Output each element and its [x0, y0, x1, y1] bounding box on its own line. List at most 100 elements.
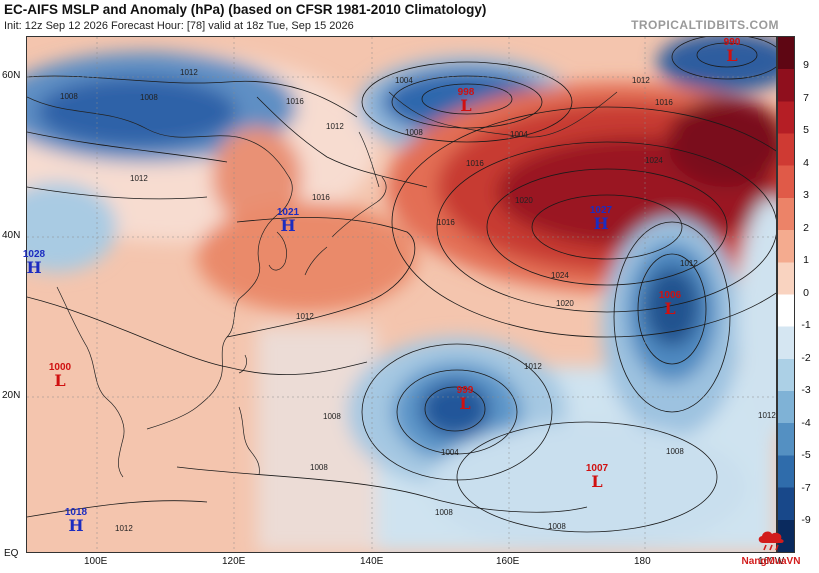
philippines-coast [238, 406, 260, 476]
japan-coast [304, 176, 387, 276]
lon-label-160w: 160W [758, 556, 785, 567]
isobar-label: 1016 [655, 98, 673, 107]
isobar-line [226, 217, 416, 338]
isobar-label: 1012 [326, 122, 344, 131]
isobar-label: 1008 [140, 93, 158, 102]
isobar-ring [361, 61, 573, 143]
colorbar-label: -1 [801, 319, 811, 331]
system-letter: H [593, 214, 609, 233]
colorbar-label: -4 [801, 417, 811, 429]
system-value: 998 [457, 87, 475, 98]
anomaly-colorbar [777, 36, 795, 553]
graticule [27, 37, 776, 552]
system-value: 990 [723, 37, 741, 48]
isobar-ring [436, 141, 776, 313]
isobar-label: 1012 [180, 68, 198, 77]
chart-subtitle: Init: 12z Sep 12 2026 Forecast Hour: [78… [4, 20, 354, 32]
isobar-label: 1008 [548, 522, 566, 531]
lon-label-140e: 140E [360, 556, 384, 567]
sakhalin-coast [358, 131, 380, 188]
isobar-label: 1020 [556, 299, 574, 308]
isobar-label: 1012 [115, 524, 133, 533]
system-letter: L [726, 46, 738, 65]
korea-coast [268, 231, 287, 271]
colorbar-label: 5 [803, 124, 809, 136]
isobar-label: 1024 [645, 156, 663, 165]
system-letter: H [280, 216, 296, 235]
lon-label-180: 180 [634, 556, 651, 567]
isobar-label: 1012 [632, 76, 650, 85]
pressure-system-low: 998 L [458, 87, 475, 114]
isobar-ring [421, 83, 513, 115]
pressure-system-low: 999 L [457, 385, 474, 412]
colorbar-label: 1 [803, 254, 809, 266]
anomaly-field [27, 37, 776, 552]
cloud-rain-icon [758, 531, 784, 551]
isobar-label: 1024 [551, 271, 569, 280]
isobar-line [27, 296, 368, 376]
lat-label-40n: 40N [2, 230, 21, 241]
pressure-system-high: 1027 H [590, 205, 612, 232]
kamchatka-coast [388, 91, 618, 138]
isobar-ring [671, 37, 776, 80]
colorbar-label: 3 [803, 189, 809, 201]
system-value: 1018 [64, 507, 88, 518]
isobar-label: 1008 [60, 92, 78, 101]
isobar-ring [391, 75, 543, 129]
lat-label-20n: 20N [2, 390, 21, 401]
system-value: 999 [456, 385, 474, 396]
isobar-ring [531, 194, 683, 260]
isobar-label: 1008 [310, 463, 328, 472]
asia-coast [27, 96, 293, 430]
system-letter: H [26, 258, 42, 277]
indochina-coast [56, 286, 125, 478]
system-value: 1028 [22, 249, 46, 260]
lat-label-eq: EQ [4, 548, 19, 559]
isobar-label: 1012 [758, 411, 776, 420]
isobar-ring [424, 386, 486, 432]
coastlines [27, 91, 618, 478]
system-letter: L [664, 299, 676, 318]
isobar-label: 1016 [466, 159, 484, 168]
isobar-label: 1012 [524, 362, 542, 371]
colorbar-label: 7 [803, 92, 809, 104]
system-letter: L [459, 394, 471, 413]
system-letter: L [460, 96, 472, 115]
colorbar-label: 4 [803, 157, 809, 169]
watermark-text: NangMuaVN [741, 556, 801, 567]
anomaly-map [26, 36, 777, 553]
isobar-label: 1004 [441, 448, 459, 457]
colorbar-label: -2 [801, 352, 811, 364]
pressure-system-high: 1028 H [23, 249, 45, 276]
system-value: 1006 [658, 290, 682, 301]
isobar-label: 1008 [405, 128, 423, 137]
isobar-ring [456, 421, 718, 533]
isobar-line [27, 75, 358, 118]
isobar-label: 1020 [515, 196, 533, 205]
isobar-ring [396, 369, 518, 455]
isobar-ring [637, 253, 707, 365]
system-value: 1027 [589, 205, 613, 216]
system-value: 1021 [276, 207, 300, 218]
system-value: 1000 [48, 362, 72, 373]
isobar-label: 1012 [130, 174, 148, 183]
isobar-ring [696, 42, 758, 68]
isobar-label: 1008 [666, 447, 684, 456]
anomaly-shading [27, 37, 776, 552]
isobar-label: 1004 [510, 130, 528, 139]
isobar-line [27, 186, 208, 200]
pressure-system-low: 1006 L [659, 290, 681, 317]
lat-label-60n: 60N [2, 70, 21, 81]
isobar-line [27, 131, 228, 163]
lon-label-160e: 160E [496, 556, 520, 567]
nangmua-watermark: NangMuaVN [729, 527, 813, 567]
system-letter: L [591, 472, 603, 491]
isobar-label: 1012 [296, 312, 314, 321]
colorbar-label: 9 [803, 59, 809, 71]
isobar-label: 1016 [286, 97, 304, 106]
isobar-label: 1008 [435, 508, 453, 517]
isobar-label: 1012 [680, 259, 698, 268]
pressure-system-high: 1018 H [65, 507, 87, 534]
isobar-ring [613, 221, 731, 413]
brand-label: TROPICALTIDBITS.COM [631, 18, 779, 32]
